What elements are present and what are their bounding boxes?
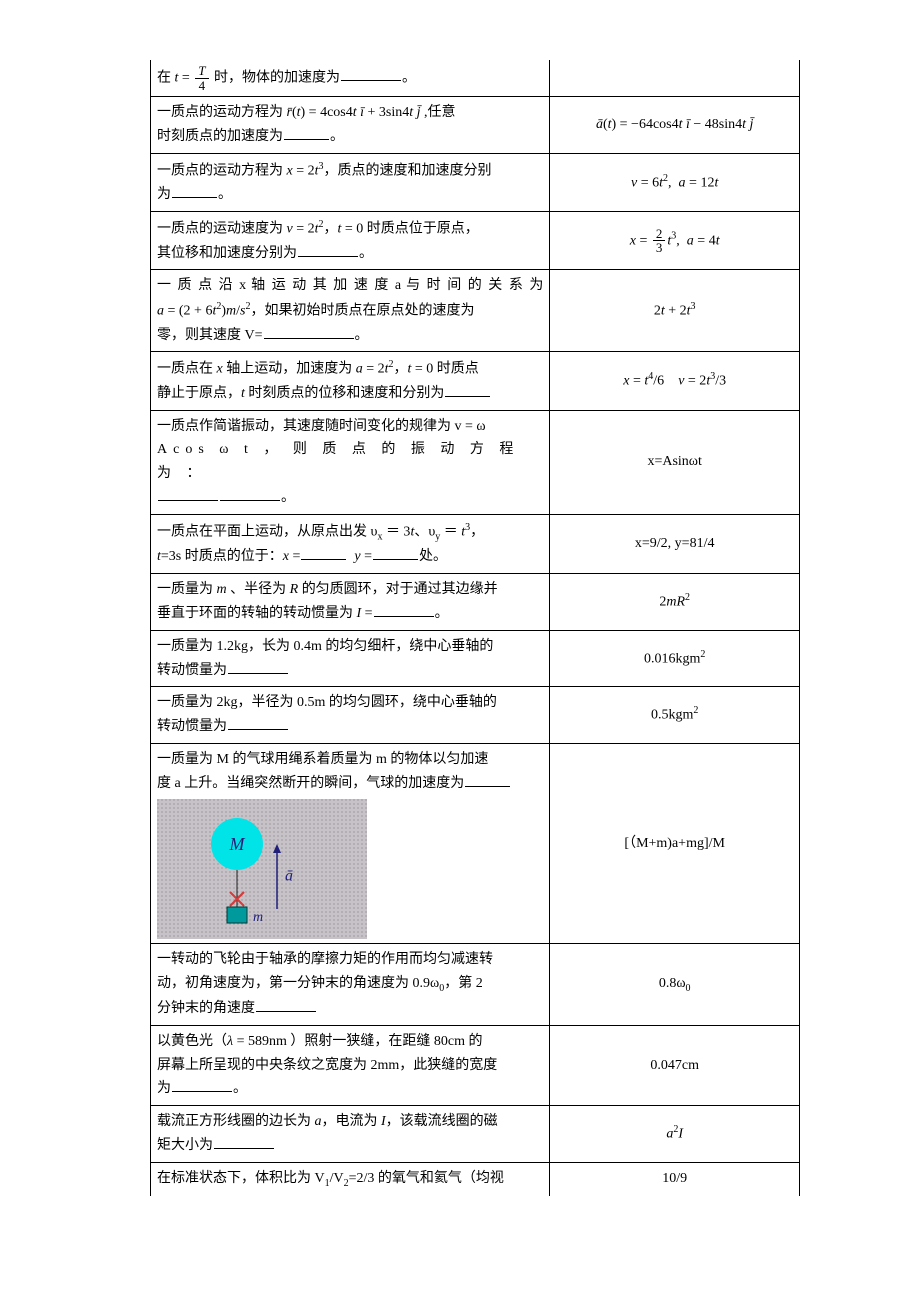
question-cell: 以黄色光（λ = 589nm ）照射一狭缝，在距缝 80cm 的屏幕上所呈现的中… <box>151 1025 550 1105</box>
answer-cell: x=9/2, y=81/4 <box>550 514 800 573</box>
table-row: 以黄色光（λ = 589nm ）照射一狭缝，在距缝 80cm 的屏幕上所呈现的中… <box>151 1025 800 1105</box>
table-row: 一 质 点 沿 x 轴 运 动 其 加 速 度 a 与 时 间 的 关 系 为a… <box>151 270 800 352</box>
table-row: 一质点的运动方程为 x = 2t3，质点的速度和加速度分别为。v = 6t2, … <box>151 153 800 211</box>
table-row: 一质量为 2kg，半径为 0.5m 的均匀圆环，绕中心垂轴的转动惯量为0.5kg… <box>151 687 800 744</box>
answer-cell: ā(t) = −64cos4t ī − 48sin4t j̄ <box>550 97 800 154</box>
page: 在 t = T4 时，物体的加速度为。一质点的运动方程为 r̄(t) = 4co… <box>0 0 920 1256</box>
table-row: 一质量为 M 的气球用绳系着质量为 m 的物体以匀加速度 a 上升。当绳突然断开… <box>151 743 800 944</box>
answer-cell: x = t4/6 v = 2t3/3 <box>550 352 800 410</box>
answer-cell: 0.047cm <box>550 1025 800 1105</box>
question-cell: 一质点在平面上运动，从原点出发 υx ＝ 3t、υy ＝ t3，t=3s 时质点… <box>151 514 550 573</box>
question-cell: 一质量为 2kg，半径为 0.5m 的均匀圆环，绕中心垂轴的转动惯量为 <box>151 687 550 744</box>
question-cell: 一质点作简谐振动，其速度随时间变化的规律为 v = ωAcos ω t ， 则 … <box>151 410 550 514</box>
question-cell: 一质点的运动方程为 x = 2t3，质点的速度和加速度分别为。 <box>151 153 550 211</box>
answer-cell: a2I <box>550 1106 800 1163</box>
answer-cell: 0.5kgm2 <box>550 687 800 744</box>
answer-cell: x = 23t3, a = 4t <box>550 212 800 270</box>
question-cell: 一质量为 m 、半径为 R 的匀质圆环，对于通过其边缘并垂直于环面的转轴的转动惯… <box>151 574 550 631</box>
qa-tbody: 在 t = T4 时，物体的加速度为。一质点的运动方程为 r̄(t) = 4co… <box>151 60 800 1196</box>
question-cell: 一质量为 1.2kg，长为 0.4m 的均匀细杆，绕中心垂轴的转动惯量为 <box>151 630 550 687</box>
table-row: 一质点的运动速度为 v = 2t2，t = 0 时质点位于原点，其位移和加速度分… <box>151 212 800 270</box>
balloon-figure: Mm ā <box>157 799 367 939</box>
question-cell: 在标准状态下，体积比为 V1/V2=2/3 的氧气和氦气（均视 <box>151 1162 550 1195</box>
qa-table: 在 t = T4 时，物体的加速度为。一质点的运动方程为 r̄(t) = 4co… <box>150 60 800 1196</box>
answer-cell: x=Asinωt <box>550 410 800 514</box>
question-cell: 一 质 点 沿 x 轴 运 动 其 加 速 度 a 与 时 间 的 关 系 为a… <box>151 270 550 352</box>
answer-cell: v = 6t2, a = 12t <box>550 153 800 211</box>
table-row: 一质量为 1.2kg，长为 0.4m 的均匀细杆，绕中心垂轴的转动惯量为0.01… <box>151 630 800 687</box>
answer-cell: 10/9 <box>550 1162 800 1195</box>
table-row: 在 t = T4 时，物体的加速度为。 <box>151 60 800 97</box>
answer-cell: 2t + 2t3 <box>550 270 800 352</box>
question-cell: 一质点的运动速度为 v = 2t2，t = 0 时质点位于原点，其位移和加速度分… <box>151 212 550 270</box>
table-row: 一转动的飞轮由于轴承的摩擦力矩的作用而均匀减速转动，初角速度为，第一分钟末的角速… <box>151 944 800 1025</box>
question-cell: 一质量为 M 的气球用绳系着质量为 m 的物体以匀加速度 a 上升。当绳突然断开… <box>151 743 550 944</box>
question-cell: 一质点在 x 轴上运动，加速度为 a = 2t2，t = 0 时质点静止于原点，… <box>151 352 550 410</box>
question-cell: 一质点的运动方程为 r̄(t) = 4cos4t ī + 3sin4t j̄ ,… <box>151 97 550 154</box>
question-cell: 在 t = T4 时，物体的加速度为。 <box>151 60 550 97</box>
table-row: 一质点在平面上运动，从原点出发 υx ＝ 3t、υy ＝ t3，t=3s 时质点… <box>151 514 800 573</box>
answer-cell: 2mR2 <box>550 574 800 631</box>
svg-text:m: m <box>253 910 263 925</box>
svg-text:M: M <box>229 834 246 854</box>
question-cell: 载流正方形线圈的边长为 a，电流为 I，该载流线圈的磁矩大小为 <box>151 1106 550 1163</box>
answer-cell: 0.8ω0 <box>550 944 800 1025</box>
answer-cell: 0.016kgm2 <box>550 630 800 687</box>
table-row: 在标准状态下，体积比为 V1/V2=2/3 的氧气和氦气（均视10/9 <box>151 1162 800 1195</box>
table-row: 一质点作简谐振动，其速度随时间变化的规律为 v = ωAcos ω t ， 则 … <box>151 410 800 514</box>
svg-text:ā: ā <box>285 868 293 885</box>
table-row: 载流正方形线圈的边长为 a，电流为 I，该载流线圈的磁矩大小为a2I <box>151 1106 800 1163</box>
question-cell: 一转动的飞轮由于轴承的摩擦力矩的作用而均匀减速转动，初角速度为，第一分钟末的角速… <box>151 944 550 1025</box>
answer-cell: [（M+m)a+mg]/M <box>550 743 800 944</box>
table-row: 一质点的运动方程为 r̄(t) = 4cos4t ī + 3sin4t j̄ ,… <box>151 97 800 154</box>
answer-cell <box>550 60 800 97</box>
table-row: 一质量为 m 、半径为 R 的匀质圆环，对于通过其边缘并垂直于环面的转轴的转动惯… <box>151 574 800 631</box>
table-row: 一质点在 x 轴上运动，加速度为 a = 2t2，t = 0 时质点静止于原点，… <box>151 352 800 410</box>
